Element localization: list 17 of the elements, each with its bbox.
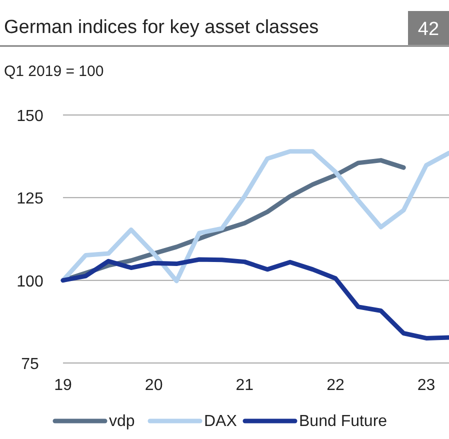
x-tick-label: 21 bbox=[236, 377, 254, 394]
chart-title: German indices for key asset classes bbox=[4, 17, 319, 38]
x-tick-label: 19 bbox=[54, 377, 72, 394]
chart-subtitle: Q1 2019 = 100 bbox=[4, 63, 104, 80]
line-series bbox=[60, 149, 449, 284]
legend-label: DAX bbox=[204, 413, 238, 430]
legend-label: Bund Future bbox=[299, 413, 388, 430]
line-series bbox=[60, 257, 449, 340]
y-tick-label: 100 bbox=[16, 273, 44, 290]
x-tick-label: 20 bbox=[144, 377, 163, 394]
legend-label: vdp bbox=[109, 413, 135, 430]
y-tick-label: 125 bbox=[16, 190, 44, 208]
x-tick-label: 23 bbox=[417, 377, 436, 394]
text: 42 bbox=[418, 19, 440, 40]
y-tick-label: 150 bbox=[16, 108, 44, 125]
x-tick-label: 22 bbox=[326, 377, 344, 394]
y-tick-label: 75 bbox=[21, 356, 39, 373]
